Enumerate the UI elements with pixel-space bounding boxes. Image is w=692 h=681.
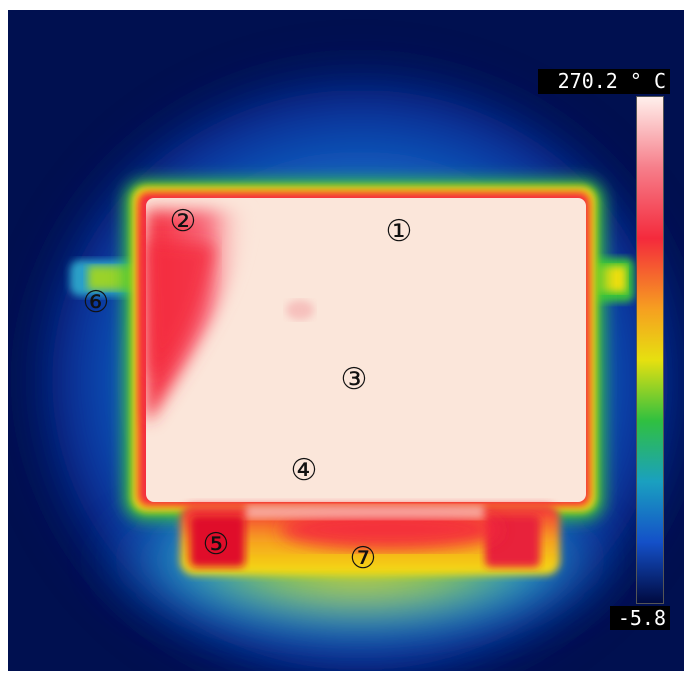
scale-min-label: -5.8: [610, 606, 670, 630]
box-body: [146, 198, 586, 502]
marker-6: ⑥: [82, 285, 110, 320]
marker-5: ⑤: [202, 527, 230, 562]
marker-7: ⑦: [349, 541, 377, 576]
marker-2: ②: [169, 204, 197, 239]
marker-3: ③: [340, 362, 368, 397]
color-scale-bar: [636, 96, 664, 604]
left-foot: [190, 515, 245, 567]
marker-1: ①: [385, 214, 413, 249]
scale-max-label: 270.2 ° C: [538, 69, 670, 94]
marker-4: ④: [290, 453, 318, 488]
right-foot: [485, 515, 540, 567]
